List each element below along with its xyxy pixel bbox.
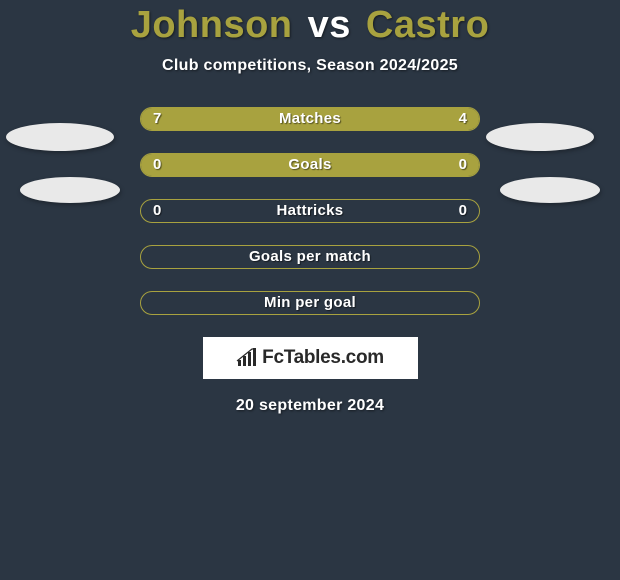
subtitle: Club competitions, Season 2024/2025 bbox=[0, 57, 620, 75]
player1-name: Johnson bbox=[131, 4, 293, 46]
stat-value-left: 7 bbox=[153, 108, 161, 130]
stat-row: Goals0 0 bbox=[140, 153, 480, 177]
date: 20 september 2024 bbox=[0, 397, 620, 415]
stat-label: Goals per match bbox=[141, 246, 479, 268]
stat-value-right: 0 bbox=[459, 200, 467, 222]
logo-text: FcTables.com bbox=[262, 347, 384, 369]
stat-label: Goals bbox=[141, 154, 479, 176]
bar-chart-icon bbox=[236, 348, 258, 368]
stat-row: Matches7 4 bbox=[140, 107, 480, 131]
comparison-title: Johnson vs Castro bbox=[0, 0, 620, 47]
stat-label: Hattricks bbox=[141, 200, 479, 222]
decorative-ellipse bbox=[486, 123, 594, 151]
logo-box: FcTables.com bbox=[203, 337, 418, 379]
stat-value-right: 0 bbox=[459, 154, 467, 176]
stat-value-left: 0 bbox=[153, 200, 161, 222]
stat-row: Min per goal bbox=[140, 291, 480, 315]
decorative-ellipse bbox=[500, 177, 600, 203]
stat-label: Min per goal bbox=[141, 292, 479, 314]
decorative-ellipse bbox=[6, 123, 114, 151]
stat-row: Hattricks0 0 bbox=[140, 199, 480, 223]
vs-text: vs bbox=[308, 4, 351, 46]
decorative-ellipse bbox=[20, 177, 120, 203]
logo: FcTables.com bbox=[236, 347, 384, 369]
stat-value-right: 4 bbox=[459, 108, 467, 130]
player2-name: Castro bbox=[366, 4, 489, 46]
stat-row: Goals per match bbox=[140, 245, 480, 269]
stat-value-left: 0 bbox=[153, 154, 161, 176]
stat-label: Matches bbox=[141, 108, 479, 130]
